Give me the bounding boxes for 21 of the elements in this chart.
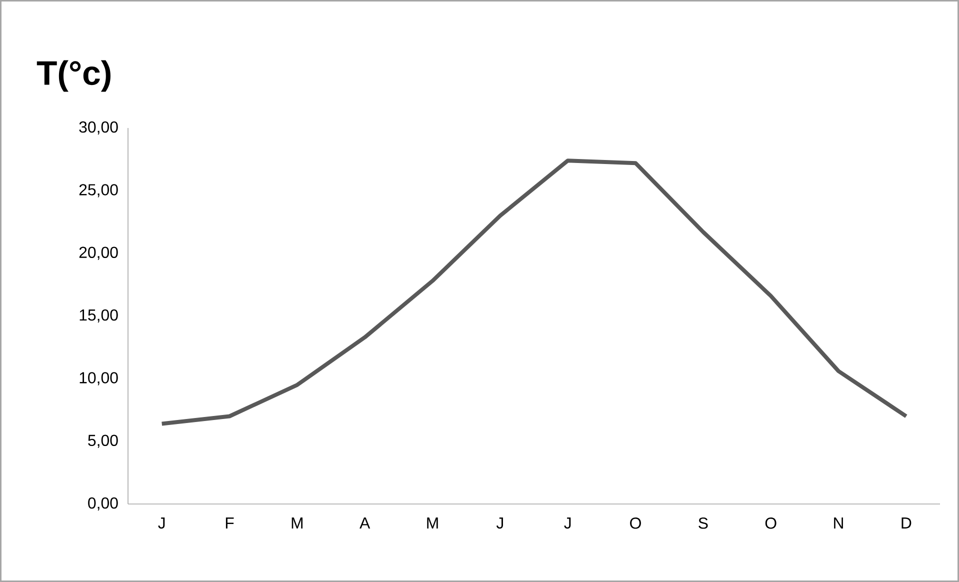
y-tick-label: 10,00 — [80, 372, 118, 386]
x-tick-label: M — [292, 518, 303, 528]
y-tick-label: 20,00 — [79, 246, 118, 260]
y-tick-label: 0,00 — [88, 497, 118, 511]
line-series — [160, 158, 908, 426]
x-tick-label: O — [630, 518, 641, 529]
x-tick-label: A — [360, 518, 370, 528]
x-tick-label: J — [496, 518, 503, 529]
x-tick-label: F — [226, 518, 234, 528]
y-tick-label: 5,00 — [88, 434, 118, 448]
x-tick-label: O — [765, 518, 776, 529]
x-tick-label: J — [158, 518, 165, 529]
x-tick-label: D — [902, 518, 912, 528]
y-tick-label: 15,00 — [80, 309, 118, 323]
x-tick-label: M — [427, 518, 438, 528]
y-tick-label: 25,00 — [79, 184, 118, 198]
x-tick-label: S — [698, 518, 708, 529]
chart-title: T(°c) — [36, 60, 110, 92]
y-tick-label: 30,00 — [79, 121, 118, 135]
x-tick-label: N — [834, 518, 843, 528]
x-tick-label: J — [564, 518, 571, 529]
